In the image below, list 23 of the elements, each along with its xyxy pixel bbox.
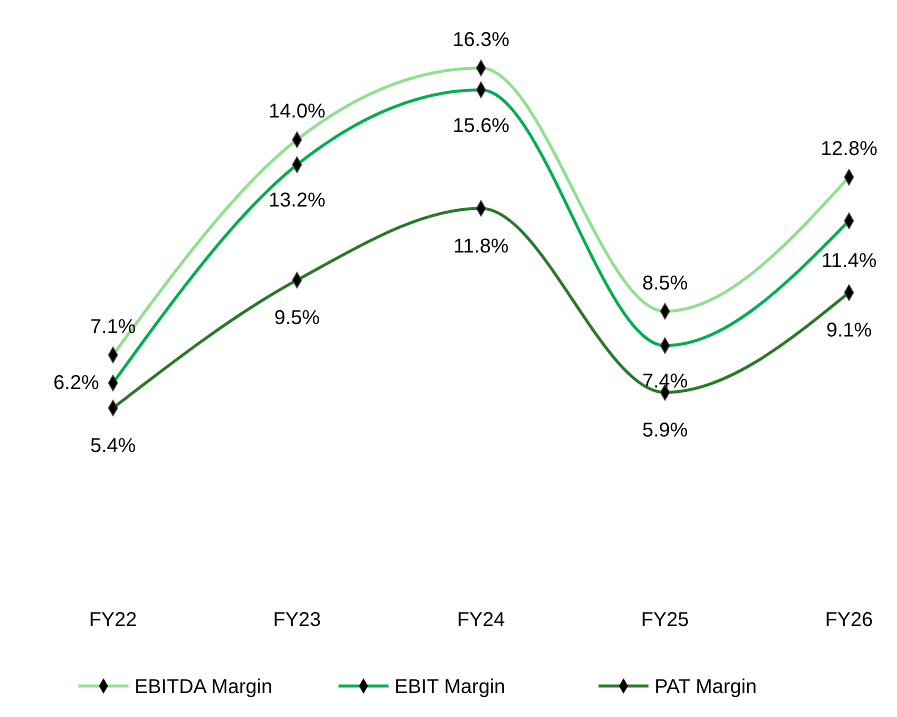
legend-label: EBITDA Margin	[134, 676, 272, 698]
legend-label: PAT Margin	[654, 676, 757, 698]
data-label: 7.1%	[90, 316, 136, 338]
x-tick-label: FY23	[273, 609, 321, 631]
data-label: 5.9%	[642, 419, 688, 442]
data-label: 5.4%	[90, 435, 136, 457]
data-label: 12.8%	[820, 138, 878, 160]
data-label: 11.8%	[453, 235, 509, 258]
data-label: 7.4%	[642, 370, 688, 393]
data-label: 6.2%	[53, 372, 100, 394]
data-label: 9.5%	[274, 307, 320, 330]
data-label: 14.0%	[268, 100, 326, 123]
x-tick-label: FY25	[641, 609, 689, 631]
data-label: 13.2%	[268, 190, 326, 212]
legend-label: EBIT Margin	[394, 676, 506, 698]
x-tick-label: FY22	[89, 609, 137, 631]
x-tick-label: FY26	[825, 609, 873, 631]
data-label: 9.1%	[826, 320, 872, 342]
data-label: 11.4%	[821, 250, 877, 272]
data-label: 15.6%	[452, 114, 510, 137]
data-label: 16.3%	[452, 29, 510, 51]
x-tick-label: FY24	[457, 609, 505, 631]
data-label: 8.5%	[642, 272, 688, 294]
